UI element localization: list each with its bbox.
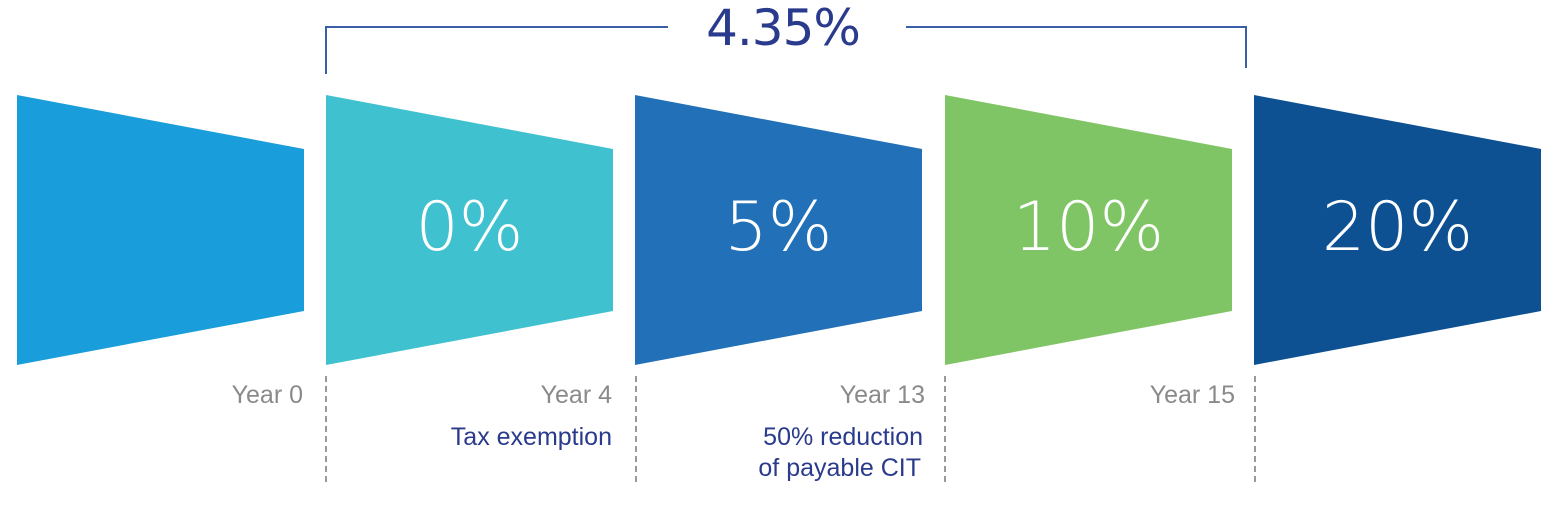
stage-shape-2: 0% [326,95,613,365]
stage-rate-3: 5% [724,188,833,267]
divider-1 [325,376,327,482]
milestone-year-2: Year 4 [540,381,612,409]
divider-4 [1254,376,1256,482]
divider-3 [944,376,946,482]
divider-2 [635,376,637,482]
milestone-note-3-line1: 50% reduction [763,423,923,451]
milestone-note-3-line2: of payable CIT [758,454,921,482]
bracket-left-vertical [325,26,327,74]
average-rate-label: 4.35% [706,0,861,57]
stage-rate-4: 10% [1012,188,1165,267]
milestone-year-4: Year 15 [1149,381,1235,409]
stage-shape-1 [17,95,304,365]
stage-shape-5: 20% [1254,95,1541,365]
bracket-right-vertical [1245,26,1247,68]
milestone-year-1: Year 0 [231,381,303,409]
stage-rate-2: 0% [415,188,524,267]
stage-rate-5: 20% [1321,188,1474,267]
milestone-year-3: Year 13 [839,381,925,409]
bracket-left-horizontal [325,26,668,28]
milestone-note-2: Tax exemption [450,423,612,451]
stage-shape-4: 10% [945,95,1232,365]
bracket-right-horizontal [906,26,1247,28]
stage-shape-3: 5% [635,95,922,365]
